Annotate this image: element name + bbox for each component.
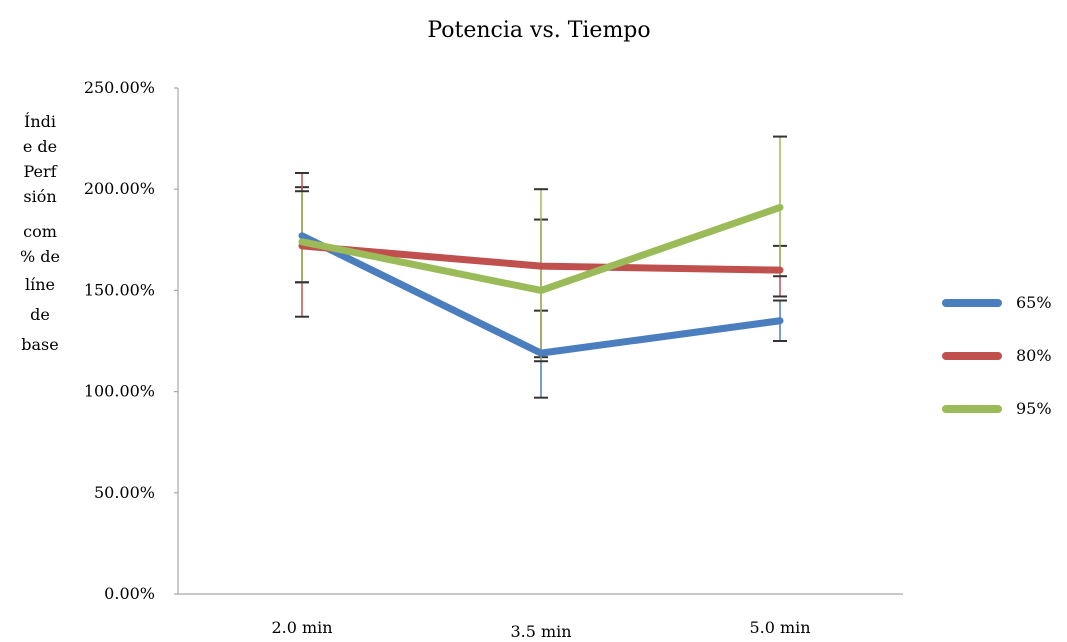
- legend: 65% 80% 95%: [942, 293, 1052, 418]
- legend-item: 80%: [942, 346, 1052, 365]
- data-point: [299, 238, 305, 245]
- y-tick-label: 150.00%: [84, 280, 155, 299]
- x-tick-label: 3.5 min: [510, 622, 571, 641]
- y-axis-label-line: base: [21, 335, 58, 354]
- y-axis-label-line: Índi: [24, 111, 56, 131]
- y-axis-label-line: e de: [23, 137, 57, 156]
- axes: [174, 87, 903, 595]
- x-tick-label: 5.0 min: [749, 618, 810, 637]
- y-axis-label: Índi e de Perf sión com % de líne de bas…: [20, 111, 60, 354]
- data-point: [538, 350, 544, 357]
- legend-item: 95%: [942, 399, 1052, 418]
- data-point: [777, 317, 783, 324]
- data-point: [777, 204, 783, 211]
- series-lines: [298, 203, 784, 357]
- legend-item: 65%: [942, 293, 1052, 312]
- data-point: [777, 267, 783, 274]
- y-axis-label-line: com: [23, 222, 57, 241]
- y-axis-label-line: de: [30, 305, 50, 324]
- legend-label: 65%: [1016, 293, 1052, 312]
- y-tick-label: 250.00%: [84, 78, 155, 97]
- y-tick-label: 50.00%: [94, 483, 155, 502]
- y-axis-label-line: líne: [25, 275, 55, 294]
- legend-label: 95%: [1016, 399, 1052, 418]
- data-point: [538, 287, 544, 294]
- y-tick-labels: 0.00% 50.00% 100.00% 150.00% 200.00% 250.00%: [84, 78, 155, 603]
- x-tick-label: 2.0 min: [271, 618, 332, 637]
- x-tick-labels: 2.0 min 3.5 min 5.0 min: [271, 618, 810, 641]
- y-tick-label: 0.00%: [104, 584, 155, 603]
- data-point: [299, 232, 305, 239]
- y-axis-label-line: Perf: [23, 162, 57, 181]
- legend-label: 80%: [1016, 346, 1052, 365]
- chart-title: Potencia vs. Tiempo: [427, 18, 650, 43]
- data-point: [538, 263, 544, 270]
- y-axis-label-line: % de: [20, 247, 60, 266]
- y-tick-label: 100.00%: [84, 382, 155, 401]
- y-axis-label-line: sión: [23, 187, 56, 206]
- y-tick-label: 200.00%: [84, 179, 155, 198]
